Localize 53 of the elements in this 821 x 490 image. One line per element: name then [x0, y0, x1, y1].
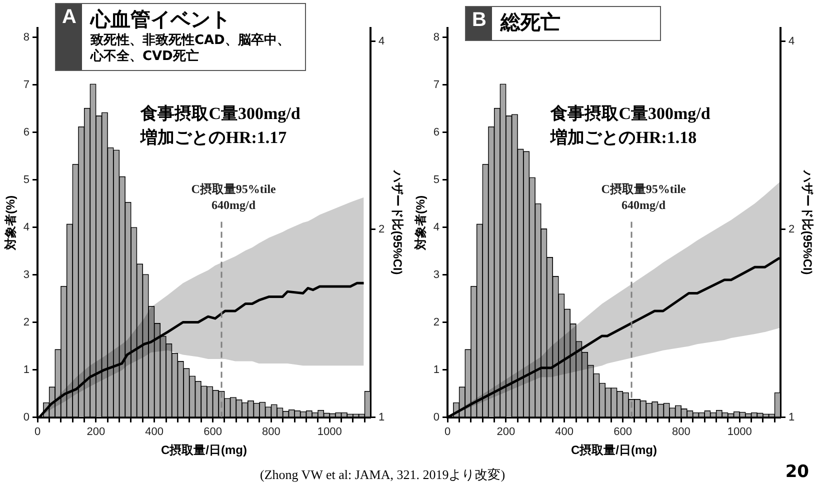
y-tick-label: 0	[433, 411, 440, 424]
chart-title: 心血管イベント	[90, 6, 232, 33]
y-tick-label: 3	[23, 268, 30, 281]
chart-title: 総死亡	[500, 9, 562, 36]
x-tick-label: 0	[34, 426, 41, 438]
ref-line-label: C摂取量95%tile 640mg/d	[191, 182, 277, 212]
y-tick-label: 4	[433, 221, 440, 234]
x-tick-label: 1000	[317, 426, 342, 438]
x-tick-label: 200	[86, 426, 106, 438]
x-axis-title: C摂取量/日(mg)	[161, 443, 247, 458]
x-tick-label: 800	[262, 426, 280, 438]
y2-tick-label: 2	[378, 223, 385, 236]
y-tick-label: 5	[23, 174, 30, 186]
y-tick-label: 3	[433, 268, 440, 281]
y-tick-label: 2	[433, 316, 440, 328]
x-tick-label: 400	[145, 426, 164, 438]
x-tick-label: 600	[204, 426, 222, 438]
y2-axis-title: ハザード比(95%CI)	[800, 170, 814, 275]
y-tick-label: 6	[433, 126, 440, 139]
y-tick-label: 7	[23, 79, 30, 92]
y2-tick-label: 4	[378, 35, 385, 48]
y-tick-label: 8	[433, 32, 440, 44]
x-tick-label: 400	[555, 426, 574, 438]
y-tick-label: 7	[433, 79, 440, 92]
x-axis-title: C摂取量/日(mg)	[571, 443, 657, 458]
x-tick-label: 600	[614, 426, 632, 438]
y2-axis-title: ハザード比(95%CI)	[390, 170, 404, 275]
y-tick-label: 4	[23, 221, 30, 234]
annotation: 食事摂取C量300mg/d 増加ごとのHR:1.17	[140, 104, 301, 147]
annotation: A	[56, 4, 82, 70]
y-tick-label: 6	[23, 126, 30, 139]
ref-line-label: C摂取量95%tile 640mg/d	[601, 182, 687, 212]
x-tick-label: 1000	[727, 426, 752, 438]
annotation: B	[466, 7, 492, 40]
y-tick-label: 1	[433, 364, 440, 376]
y-tick-label: 5	[433, 174, 440, 186]
y2-tick-label: 1	[378, 411, 385, 424]
y-tick-label: 1	[23, 364, 30, 376]
x-tick-label: 0	[444, 426, 451, 438]
text: 致死性、非致死性CAD、脳卒中、心不全、CVD死亡	[90, 33, 291, 66]
y2-tick-label: 2	[788, 223, 795, 236]
y-axis-title: 対象者(%)	[414, 195, 428, 252]
y2-tick-label: 1	[788, 411, 795, 424]
y-axis-title: 対象者(%)	[4, 195, 18, 252]
y-tick-label: 8	[23, 32, 30, 44]
x-tick-label: 800	[672, 426, 690, 438]
annotation: 食事摂取C量300mg/d 増加ごとのHR:1.18	[550, 104, 711, 147]
text: 20	[785, 462, 809, 482]
y-tick-label: 0	[23, 411, 30, 424]
x-tick-label: 200	[496, 426, 516, 438]
y-tick-label: 2	[23, 316, 30, 328]
y2-tick-label: 4	[788, 35, 795, 48]
text: (Zhong VW et al: JAMA, 321. 2019より改変)	[260, 466, 506, 484]
